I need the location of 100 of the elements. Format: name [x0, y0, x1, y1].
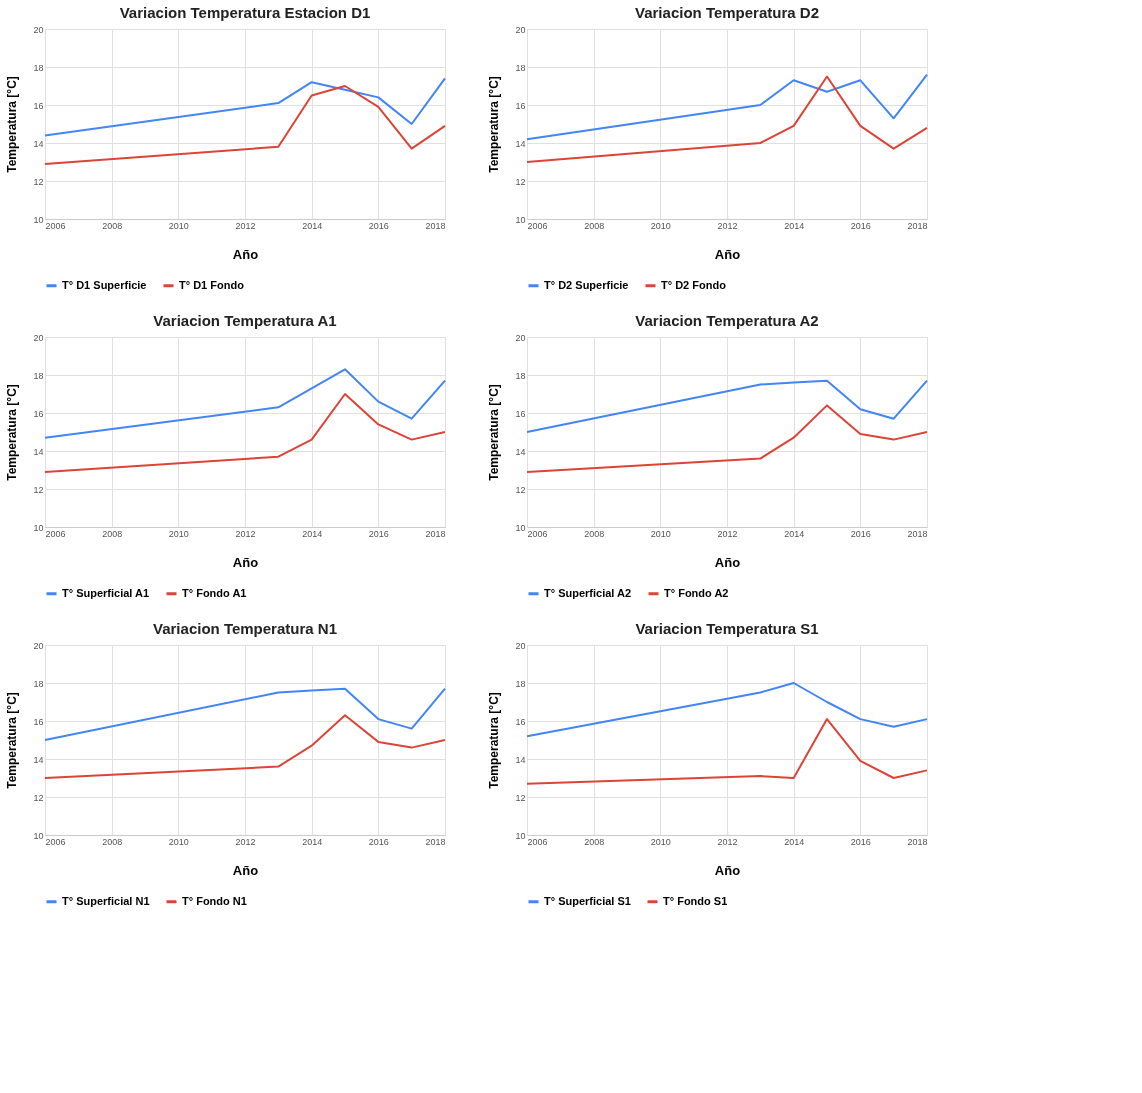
x-tick-label: 2018 — [425, 220, 446, 231]
line-series — [44, 714, 446, 779]
x-tick-label: 2010 — [650, 836, 671, 847]
x-tick-label: 2012 — [235, 528, 256, 539]
chart-title: Variacion Temperatura A2 — [635, 312, 819, 329]
x-tick-label: 2010 — [650, 220, 671, 231]
y-tick-label: 12 — [33, 176, 44, 187]
y-tick-label: 18 — [515, 62, 526, 73]
line-series — [526, 75, 928, 163]
x-tick-label: 2006 — [45, 528, 66, 539]
x-axis-title: Año — [714, 554, 741, 570]
legend-label: T° Superficial N1 — [62, 894, 150, 907]
y-tick-label: 12 — [515, 484, 526, 495]
y-tick-label: 14 — [515, 754, 526, 765]
y-tick-label: 16 — [515, 100, 526, 111]
y-tick-label: 20 — [515, 640, 526, 651]
line-series — [44, 687, 446, 741]
x-tick-label: 2006 — [527, 836, 548, 847]
y-tick-label: 10 — [515, 830, 526, 841]
y-tick-label: 18 — [33, 62, 44, 73]
x-tick-label: 2016 — [850, 220, 871, 231]
x-tick-label: 2014 — [784, 836, 805, 847]
y-tick-label: 14 — [33, 138, 44, 149]
y-tick-label: 20 — [33, 332, 44, 343]
x-tick-label: 2018 — [907, 528, 928, 539]
x-tick-label: 2016 — [368, 528, 389, 539]
legend-label: T° D1 Fondo — [179, 278, 245, 291]
legend-label: T° Superficial A1 — [62, 586, 150, 599]
x-tick-label: 2014 — [302, 220, 323, 231]
legend-label: T° D1 Superficie — [62, 278, 147, 291]
line-series — [526, 682, 928, 738]
y-axis-title: Temperatura [°C] — [487, 76, 502, 173]
y-tick-label: 16 — [33, 100, 44, 111]
y-axis-title: Temperatura [°C] — [487, 692, 502, 789]
y-tick-label: 20 — [515, 332, 526, 343]
x-tick-label: 2008 — [584, 220, 605, 231]
y-axis-title: Temperatura [°C] — [487, 384, 502, 481]
x-tick-label: 2010 — [168, 528, 189, 539]
legend-label: T° Superficial S1 — [544, 894, 631, 907]
x-axis-title: Año — [714, 246, 741, 262]
legend-label: T° D2 Superficie — [544, 278, 629, 291]
x-tick-label: 2016 — [850, 528, 871, 539]
x-tick-label: 2008 — [584, 528, 605, 539]
y-tick-label: 10 — [33, 830, 44, 841]
x-tick-label: 2006 — [45, 836, 66, 847]
line-series — [44, 85, 446, 165]
line-series — [44, 368, 446, 439]
line-series — [526, 404, 928, 473]
y-tick-label: 10 — [33, 214, 44, 225]
x-tick-label: 2008 — [102, 528, 123, 539]
line-series — [44, 77, 446, 137]
x-tick-label: 2006 — [527, 528, 548, 539]
x-tick-label: 2018 — [425, 836, 446, 847]
x-tick-label: 2008 — [102, 220, 123, 231]
y-tick-label: 16 — [33, 716, 44, 727]
y-tick-label: 14 — [33, 446, 44, 457]
x-tick-label: 2012 — [717, 220, 738, 231]
y-tick-label: 12 — [515, 792, 526, 803]
y-tick-label: 10 — [515, 522, 526, 533]
x-tick-label: 2014 — [302, 528, 323, 539]
y-tick-label: 12 — [33, 484, 44, 495]
x-tick-label: 2018 — [425, 528, 446, 539]
y-tick-label: 16 — [515, 716, 526, 727]
legend-label: T° Superficial A2 — [544, 586, 632, 599]
x-tick-label: 2010 — [168, 836, 189, 847]
x-tick-label: 2014 — [784, 220, 805, 231]
x-axis-title: Año — [714, 862, 741, 878]
x-tick-label: 2012 — [717, 836, 738, 847]
y-tick-label: 20 — [515, 24, 526, 35]
x-tick-label: 2010 — [650, 528, 671, 539]
legend-label: T° Fondo N1 — [182, 894, 247, 907]
y-tick-label: 14 — [515, 138, 526, 149]
x-tick-label: 2012 — [235, 836, 256, 847]
x-tick-label: 2018 — [907, 836, 928, 847]
y-axis-title: Temperatura [°C] — [5, 692, 20, 789]
y-tick-label: 12 — [33, 792, 44, 803]
x-tick-label: 2014 — [784, 528, 805, 539]
line-series — [526, 718, 928, 785]
chart-title: Variacion Temperatura A1 — [153, 312, 337, 329]
x-tick-label: 2008 — [584, 836, 605, 847]
y-tick-label: 14 — [33, 754, 44, 765]
chart-title: Variacion Temperatura S1 — [635, 620, 819, 637]
y-tick-label: 18 — [515, 678, 526, 689]
x-tick-label: 2016 — [368, 836, 389, 847]
legend-label: T° Fondo A1 — [182, 586, 247, 599]
x-axis-title: Año — [232, 554, 259, 570]
x-tick-label: 2006 — [527, 220, 548, 231]
chart-title: Variacion Temperatura Estacion D1 — [119, 4, 371, 21]
y-tick-label: 10 — [515, 214, 526, 225]
legend-label: T° D2 Fondo — [661, 278, 727, 291]
legend-label: T° Fondo S1 — [663, 894, 728, 907]
line-series — [526, 73, 928, 141]
x-tick-label: 2012 — [717, 528, 738, 539]
chart-title: Variacion Temperatura N1 — [153, 620, 337, 637]
y-tick-label: 18 — [33, 370, 44, 381]
x-tick-label: 2016 — [850, 836, 871, 847]
y-tick-label: 10 — [33, 522, 44, 533]
x-tick-label: 2008 — [102, 836, 123, 847]
line-series — [526, 379, 928, 433]
x-tick-label: 2012 — [235, 220, 256, 231]
